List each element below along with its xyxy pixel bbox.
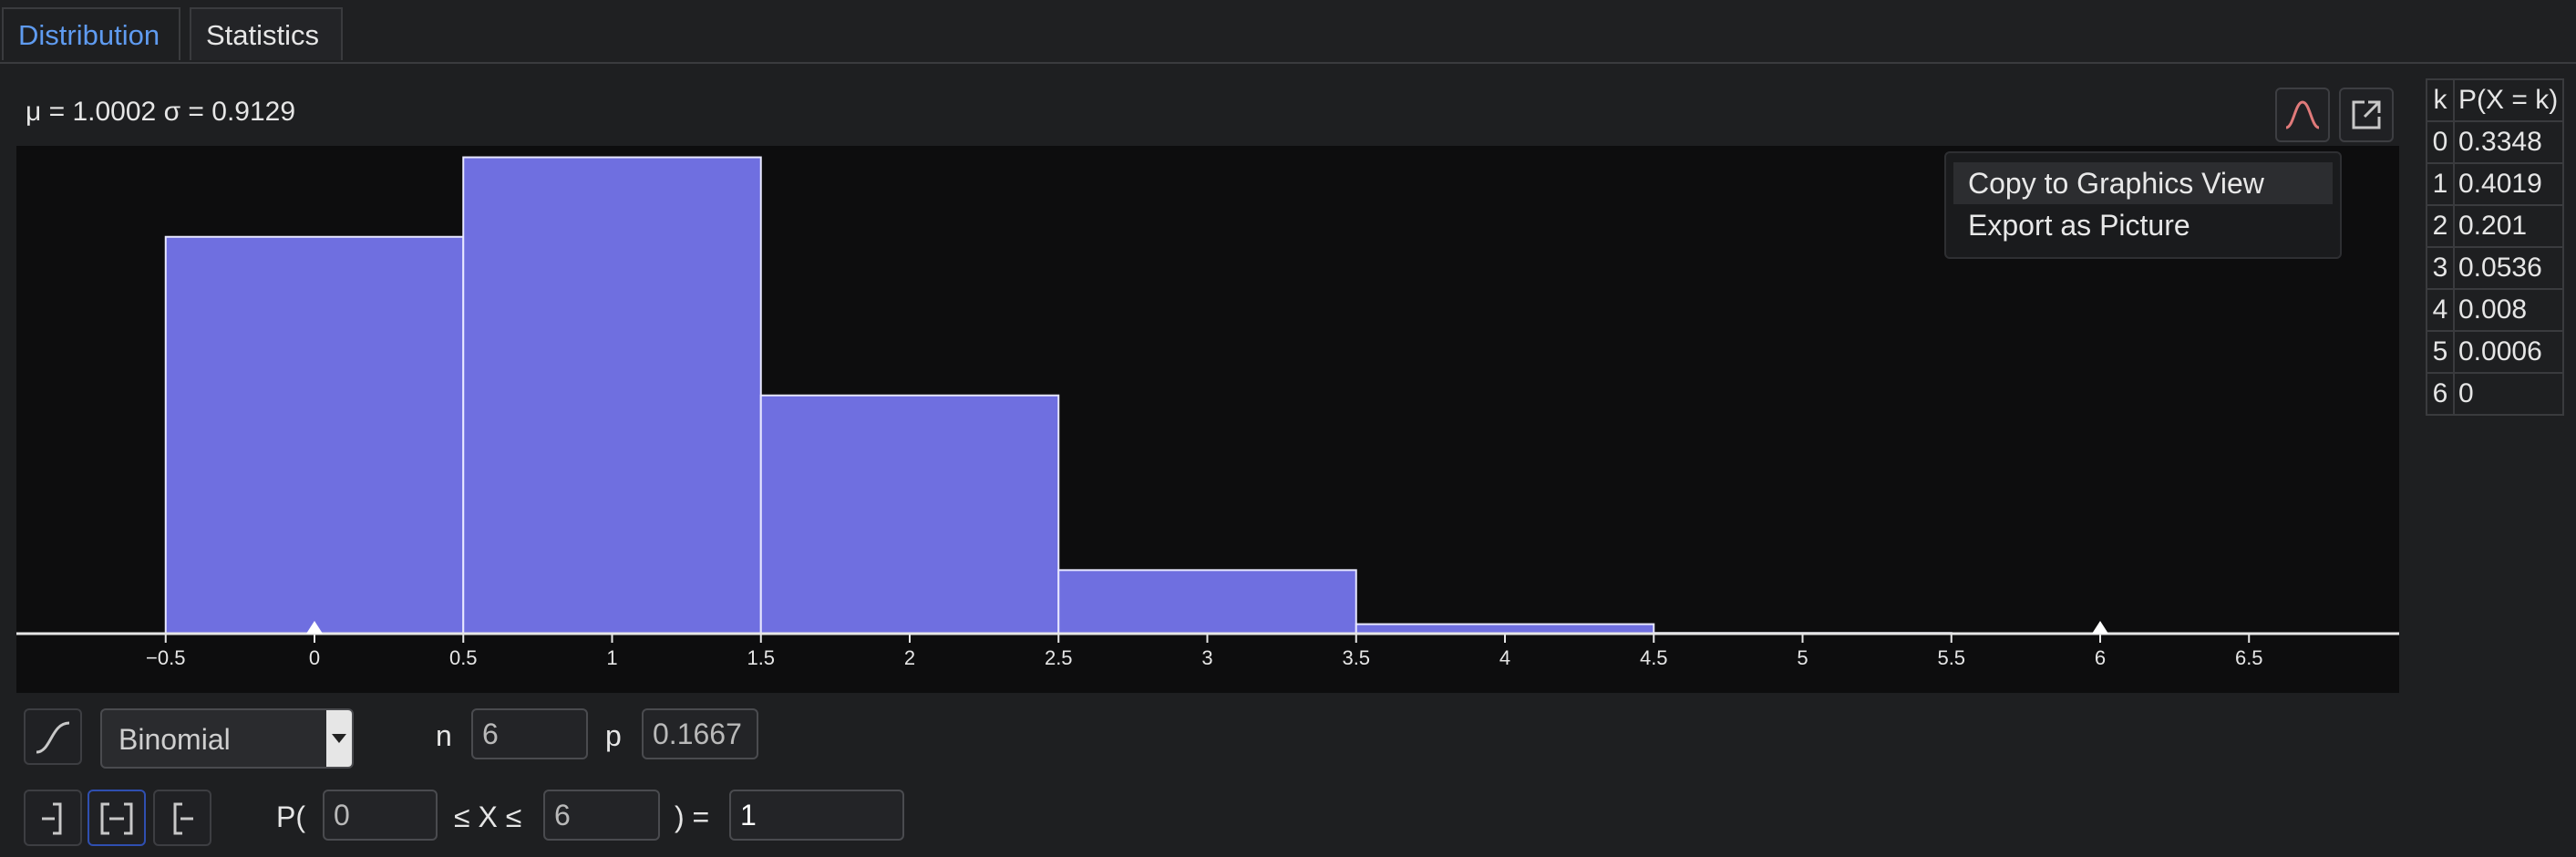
left-sided-button[interactable] <box>24 790 82 846</box>
cell-probability: 0.0006 <box>2453 330 2564 374</box>
export-button[interactable] <box>2339 88 2394 142</box>
table-row[interactable]: 3 0.0536 <box>2426 246 2564 290</box>
table-row[interactable]: 1 0.4019 <box>2426 162 2564 206</box>
x-tick-label: 0.5 <box>449 646 478 669</box>
cell-k: 6 <box>2426 372 2455 416</box>
bar-k-2 <box>759 394 1060 635</box>
probability-prefix: P( <box>276 800 305 833</box>
right-sided-icon <box>173 802 193 835</box>
show-normal-overlay-button[interactable] <box>2275 88 2330 142</box>
menu-export-as-picture[interactable]: Export as Picture <box>1968 209 2190 242</box>
export-icon <box>2352 100 2381 129</box>
x-tick-label: 2 <box>904 646 915 669</box>
table-row[interactable]: 5 0.0006 <box>2426 330 2564 374</box>
cell-probability: 0 <box>2453 372 2564 416</box>
inequality-label: ≤ X ≤ <box>454 800 522 833</box>
header-k: k <box>2426 78 2455 122</box>
probability-result <box>729 790 904 841</box>
bell-curve-icon <box>2285 100 2320 129</box>
cell-k: 5 <box>2426 330 2455 374</box>
x-tick-label: 1.5 <box>747 646 775 669</box>
menu-copy-to-graphics-view[interactable]: Copy to Graphics View <box>1953 162 2333 204</box>
cell-k: 2 <box>2426 204 2455 248</box>
interval-icon <box>100 802 133 835</box>
bar-k-0 <box>164 235 465 635</box>
interval-button[interactable] <box>88 790 146 846</box>
x-tick-label: 6 <box>2095 646 2106 669</box>
probability-table: k P(X = k) 0 0.3348 1 0.4019 2 0.201 3 0.053… <box>2426 78 2564 416</box>
right-sided-button[interactable] <box>153 790 211 846</box>
cell-probability: 0.4019 <box>2453 162 2564 206</box>
x-tick-label: 2.5 <box>1045 646 1073 669</box>
mean-sd-readout: μ = 1.0002 σ = 0.9129 <box>26 97 296 127</box>
bar-k-3 <box>1057 569 1357 635</box>
x-tick-label: −0.5 <box>146 646 185 669</box>
distribution-chart: −0.5 0 0.5 1 1.5 2 2.5 3 3.5 4 4.5 5 5.5 6 6.5 <box>16 156 2399 669</box>
table-row[interactable]: 0 0.3348 <box>2426 120 2564 164</box>
x-tick-label: 5 <box>1797 646 1808 669</box>
cell-k: 3 <box>2426 246 2455 290</box>
x-tick-label: 4.5 <box>1640 646 1668 669</box>
x-tick-label: 6.5 <box>2235 646 2263 669</box>
param-n-input[interactable] <box>471 708 588 759</box>
x-tick-label: 3 <box>1201 646 1212 669</box>
bar-k-1 <box>462 156 762 635</box>
left-sided-icon <box>42 802 62 835</box>
table-row[interactable]: 2 0.201 <box>2426 204 2564 248</box>
equals-label: ) = <box>675 800 710 833</box>
cumulative-toggle-button[interactable] <box>24 708 82 765</box>
export-context-menu: Copy to Graphics View Export as Picture <box>1944 151 2342 259</box>
cell-k: 1 <box>2426 162 2455 206</box>
cell-probability: 0.201 <box>2453 204 2564 248</box>
cell-probability: 0.0536 <box>2453 246 2564 290</box>
header-probability: P(X = k) <box>2453 78 2564 122</box>
lower-bound-marker[interactable] <box>306 621 323 634</box>
tab-distribution[interactable]: Distribution <box>2 7 180 60</box>
table-header-row: k P(X = k) <box>2426 78 2564 122</box>
x-tick-label: 3.5 <box>1342 646 1370 669</box>
lower-bound-input[interactable] <box>323 790 438 841</box>
cell-k: 4 <box>2426 288 2455 332</box>
cell-k: 0 <box>2426 120 2455 164</box>
tab-bar: Distribution Statistics <box>0 0 2576 64</box>
x-tick-label: 1 <box>606 646 617 669</box>
cell-probability: 0.3348 <box>2453 120 2564 164</box>
distribution-select[interactable]: Binomial <box>100 708 354 769</box>
cell-probability: 0.008 <box>2453 288 2564 332</box>
x-tick-label: 5.5 <box>1937 646 1965 669</box>
tab-statistics[interactable]: Statistics <box>190 7 343 60</box>
cumulative-curve-icon <box>36 721 70 754</box>
chevron-down-icon <box>332 734 346 743</box>
table-row[interactable]: 4 0.008 <box>2426 288 2564 332</box>
x-tick-label: 0 <box>309 646 320 669</box>
param-p-label: p <box>605 719 622 752</box>
bar-k-4 <box>1355 623 1655 635</box>
upper-bound-marker[interactable] <box>2092 621 2108 634</box>
upper-bound-input[interactable] <box>543 790 660 841</box>
x-tick-label: 4 <box>1499 646 1510 669</box>
param-n-label: n <box>436 719 452 752</box>
param-p-input[interactable] <box>642 708 758 759</box>
distribution-select-value: Binomial <box>118 723 231 756</box>
dropdown-arrow[interactable] <box>326 710 352 767</box>
